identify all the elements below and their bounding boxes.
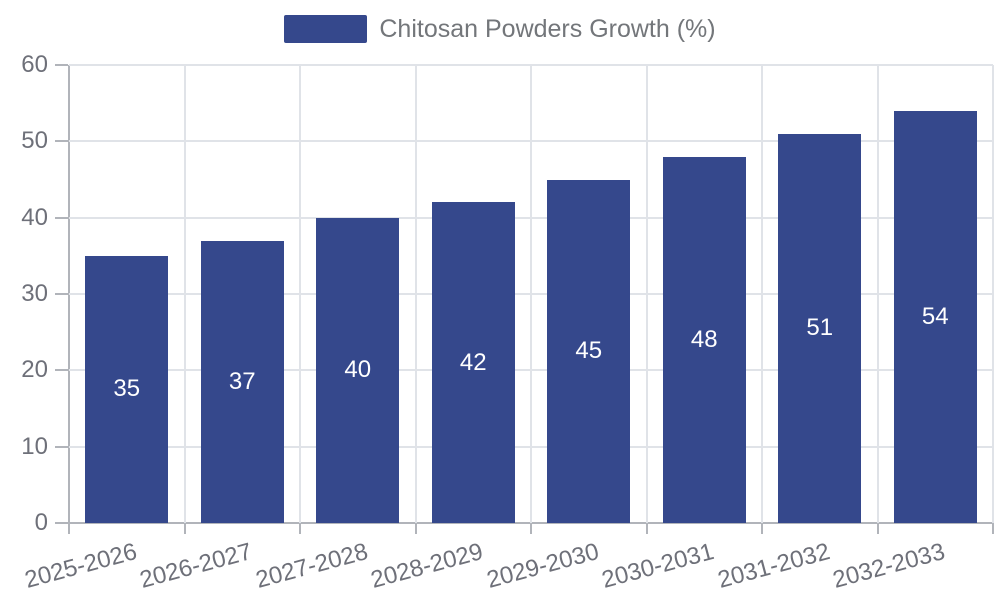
x-axis-tick-label: 2025-2026 — [21, 538, 140, 594]
x-axis-tick-mark — [876, 524, 879, 534]
gridline-vertical — [414, 65, 417, 523]
x-axis-tick-label: 2032-2033 — [830, 538, 949, 594]
plot-area: 0 10 20 30 40 50 60 35 2025-2026 37 2026-2027 40 202… — [21, 51, 994, 594]
bar-value-label: 40 — [344, 356, 372, 384]
y-axis-tick-label: 10 — [21, 432, 48, 460]
x-axis-tick-mark — [414, 524, 417, 534]
x-axis-tick-mark — [530, 524, 532, 534]
bar[interactable]: 45 — [547, 179, 631, 523]
x-axis-tick-mark — [299, 524, 301, 534]
y-axis-tick-mark — [55, 293, 68, 295]
bar-value-label: 48 — [690, 325, 718, 353]
y-axis-tick-mark — [55, 445, 68, 448]
x-axis-tick-label: 2026-2027 — [137, 538, 256, 594]
gridline-vertical — [299, 65, 301, 523]
legend: Chitosan Powders Growth (%) — [0, 15, 1000, 43]
bar-value-label: 54 — [921, 302, 949, 330]
gridline-vertical — [183, 65, 186, 523]
bar-value-label: 35 — [113, 375, 141, 403]
legend-label[interactable]: Chitosan Powders Growth (%) — [379, 15, 716, 43]
y-axis-tick-mark — [55, 369, 68, 372]
gridline-vertical — [876, 65, 879, 523]
x-axis-tick-mark — [761, 524, 763, 534]
bar[interactable]: 37 — [200, 240, 284, 523]
gridline-vertical — [761, 65, 763, 523]
x-axis-tick-mark — [992, 524, 994, 534]
gridline-vertical — [992, 65, 994, 523]
bar-value-label: 37 — [228, 367, 256, 395]
y-axis-tick-label: 20 — [21, 356, 48, 384]
legend-swatch[interactable] — [284, 15, 368, 43]
bar[interactable]: 35 — [85, 255, 169, 523]
y-axis-tick-mark — [55, 216, 68, 219]
x-axis-tick-label: 2027-2028 — [252, 538, 371, 594]
x-axis-tick-label: 2028-2029 — [368, 538, 487, 594]
bar[interactable]: 48 — [662, 156, 746, 523]
bar-value-label: 45 — [575, 337, 603, 365]
bar-value-label: 42 — [459, 348, 487, 376]
x-axis-line — [68, 522, 994, 524]
x-axis-tick-mark — [183, 524, 186, 534]
y-axis-tick-label: 0 — [34, 509, 48, 536]
x-axis-tick-mark — [68, 524, 70, 534]
y-axis-tick-mark — [55, 140, 68, 143]
y-axis-tick-label: 40 — [21, 203, 48, 231]
x-axis-tick-label: 2029-2030 — [483, 538, 602, 594]
y-axis-line — [68, 65, 70, 525]
bar[interactable]: 40 — [316, 217, 400, 523]
y-axis-tick-label: 50 — [21, 127, 48, 155]
bar-value-label: 51 — [806, 314, 834, 342]
gridline-vertical — [645, 65, 648, 523]
bar[interactable]: 51 — [778, 133, 862, 523]
y-axis-tick-label: 30 — [21, 280, 48, 307]
x-axis-tick-label: 2031-2032 — [714, 538, 833, 594]
gridline-vertical — [530, 65, 532, 523]
y-axis-tick-mark — [55, 64, 68, 66]
x-axis-tick-label: 2030-2031 — [599, 538, 718, 594]
y-axis-tick-label: 60 — [21, 51, 48, 78]
x-axis-tick-mark — [645, 524, 648, 534]
bar[interactable]: 42 — [431, 202, 515, 523]
bar[interactable]: 54 — [893, 110, 977, 523]
y-axis-tick-mark — [55, 522, 68, 524]
